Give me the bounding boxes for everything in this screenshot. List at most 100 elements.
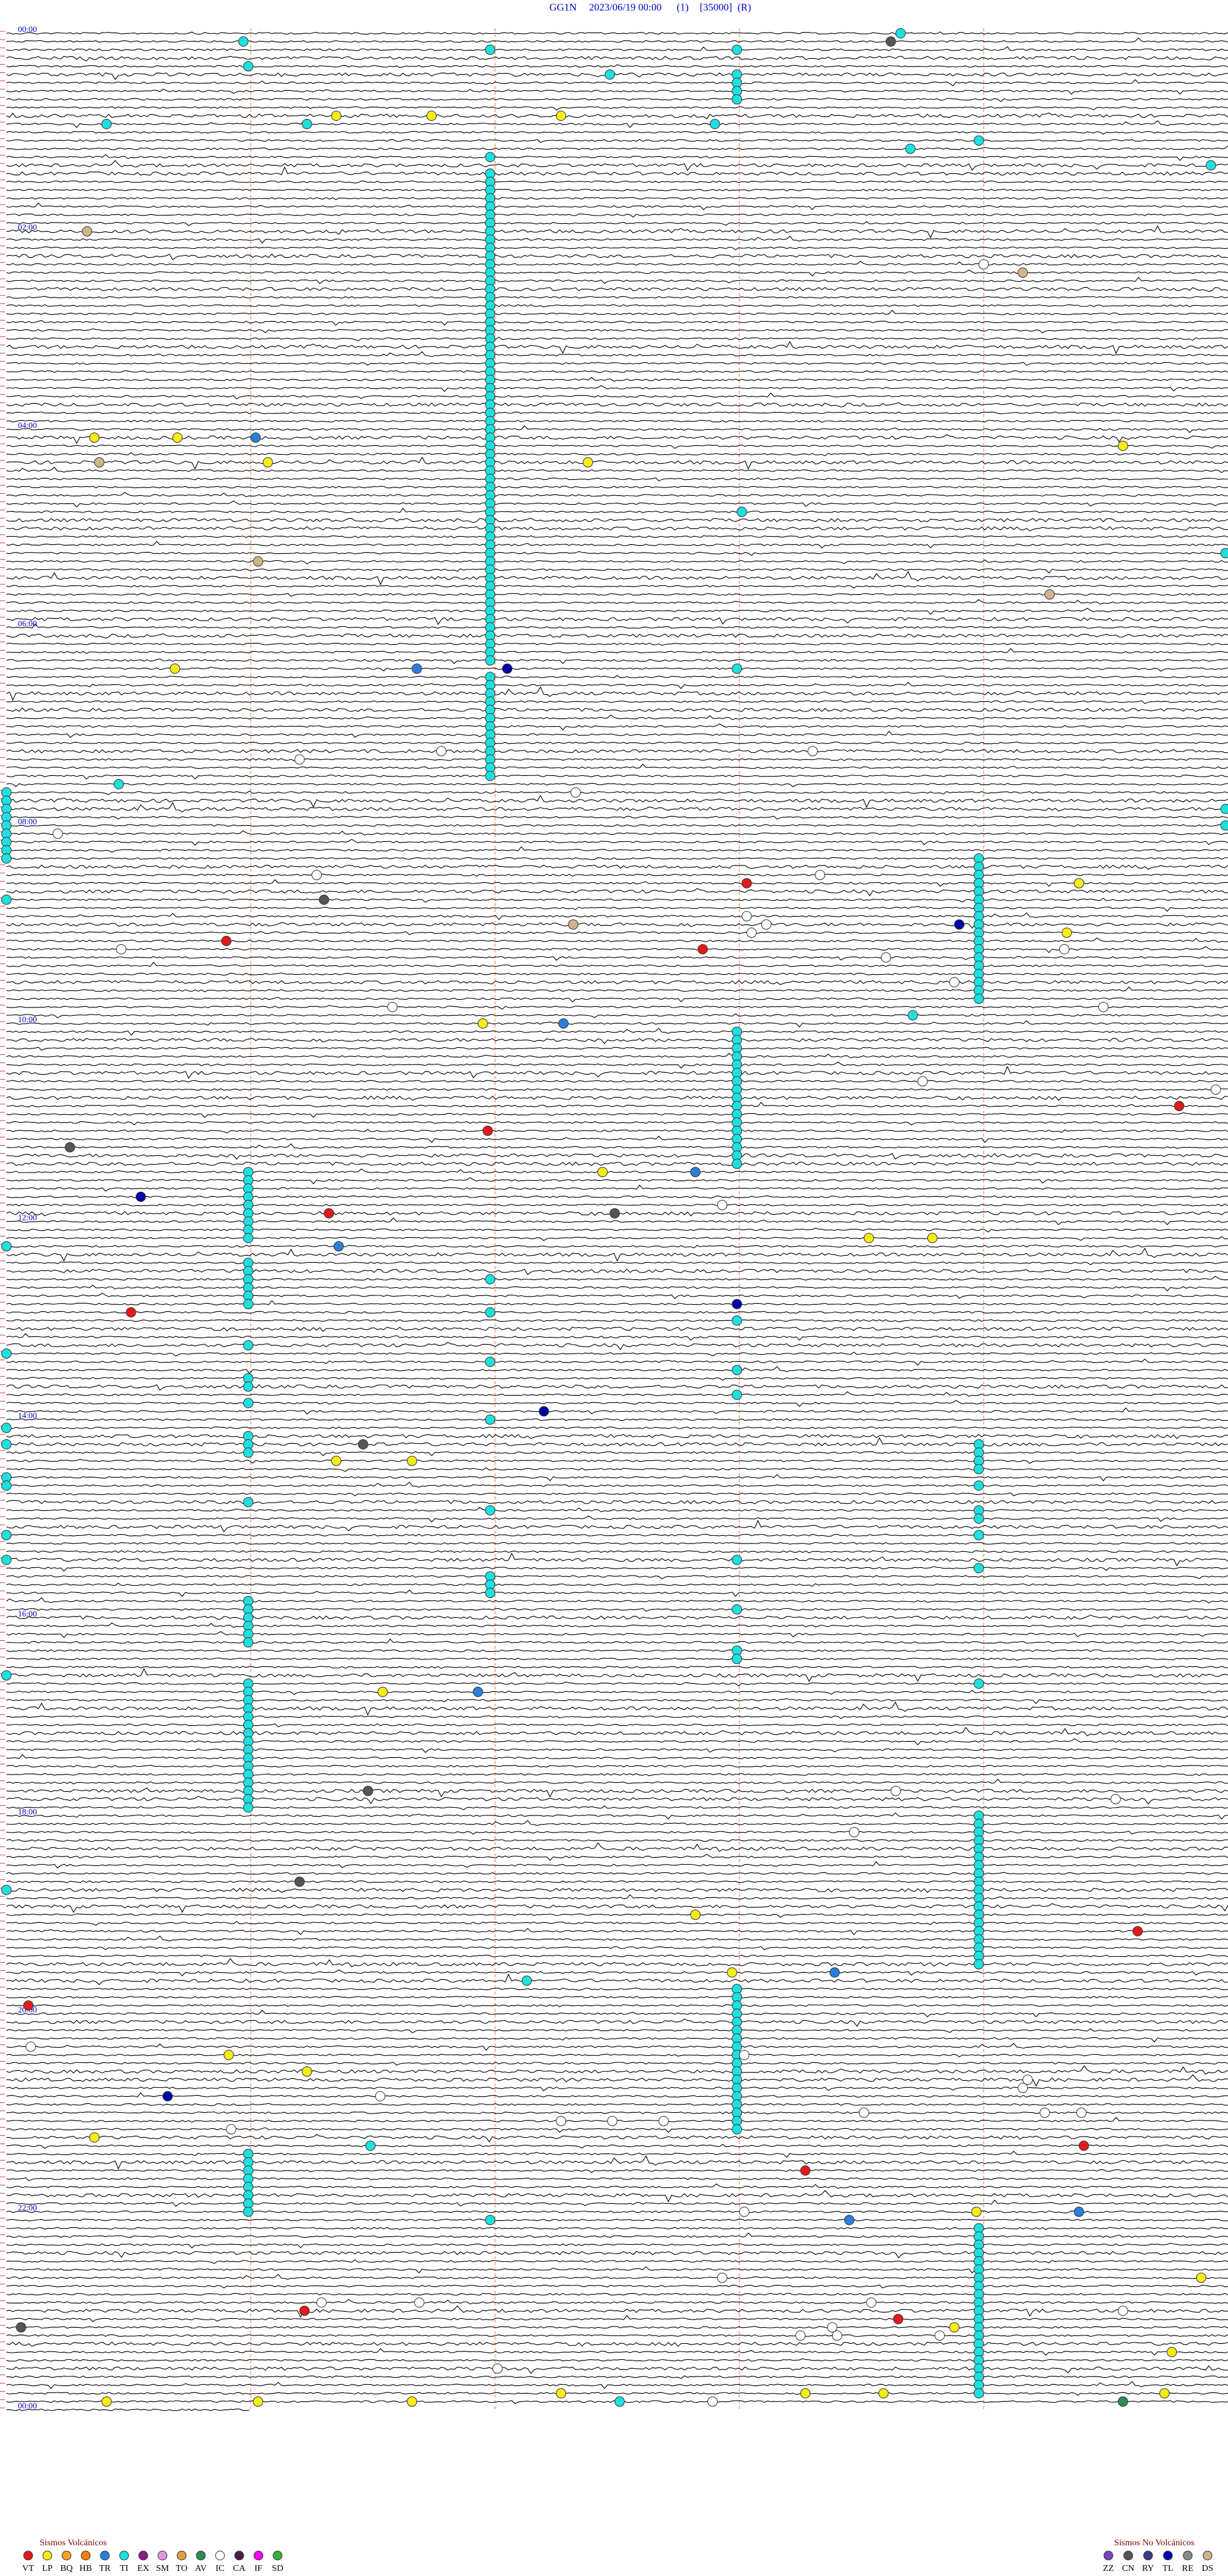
legend-title: Sismos Volcánicos	[40, 2538, 107, 2548]
event	[866, 2297, 877, 2308]
legend-swatch	[272, 2550, 283, 2561]
event	[973, 1529, 984, 1540]
event	[243, 1497, 254, 1508]
trace	[6, 1954, 1228, 1957]
event	[1073, 878, 1084, 889]
legend-label: AV	[195, 2564, 207, 2573]
trace	[6, 2028, 1228, 2034]
event	[223, 2050, 234, 2060]
trace	[6, 88, 1228, 95]
trace	[6, 2273, 1228, 2280]
trace	[6, 731, 1228, 738]
event	[610, 1208, 620, 1219]
legend-swatch	[138, 2550, 148, 2561]
trace	[6, 2053, 1228, 2058]
legend-swatch	[215, 2550, 225, 2561]
event	[333, 1241, 344, 1252]
legend-label: HB	[79, 2564, 91, 2573]
trace	[6, 1366, 1228, 1375]
trace	[6, 1005, 1228, 1010]
event	[1, 894, 12, 905]
trace	[6, 120, 1228, 129]
trace	[6, 1921, 1228, 1926]
event	[485, 1356, 496, 1367]
hour-label: 00:00	[18, 24, 37, 34]
trace	[6, 1203, 1228, 1206]
trace	[6, 225, 1228, 239]
trace	[6, 1437, 1228, 1447]
event	[732, 1315, 743, 1326]
trace	[6, 1102, 1228, 1107]
trace	[6, 2348, 1228, 2356]
trace	[6, 1715, 1228, 1719]
trace	[6, 500, 1228, 508]
trace	[6, 2358, 1228, 2364]
trace	[6, 1020, 1228, 1028]
trace	[6, 2151, 1228, 2158]
legend-label: IC	[216, 2564, 224, 2573]
event	[407, 2396, 418, 2407]
trace	[6, 2259, 1228, 2264]
event	[414, 2297, 425, 2308]
event	[973, 1563, 984, 1574]
trace	[6, 888, 1228, 897]
trace	[6, 1128, 1228, 1134]
event	[732, 1158, 743, 1169]
trace	[6, 2218, 1228, 2222]
trace	[6, 922, 1228, 929]
trace	[6, 287, 1228, 292]
trace	[6, 715, 1228, 720]
trace	[6, 686, 1228, 701]
event	[311, 869, 322, 880]
trace	[6, 1332, 1228, 1341]
event	[375, 2091, 386, 2101]
trace	[6, 1261, 1228, 1265]
trace	[6, 1553, 1228, 1567]
event	[1, 1480, 12, 1491]
event	[316, 2297, 327, 2308]
trace	[6, 518, 1228, 523]
trace	[6, 592, 1228, 597]
event	[324, 1208, 335, 1219]
trace	[6, 276, 1228, 285]
trace	[6, 1038, 1228, 1045]
legend-label: EX	[138, 2564, 150, 2573]
event	[815, 869, 826, 880]
event	[971, 2206, 982, 2217]
event	[717, 1199, 728, 1210]
trace	[6, 341, 1228, 354]
trace	[6, 658, 1228, 665]
trace	[6, 1666, 1228, 1669]
event	[485, 655, 496, 666]
trace	[6, 1391, 1228, 1397]
trace	[6, 1244, 1228, 1249]
event	[709, 118, 720, 129]
trace	[6, 1778, 1228, 1785]
trace	[6, 1284, 1228, 1292]
event	[331, 111, 342, 121]
legend-swatch	[81, 2550, 91, 2561]
trace	[6, 1168, 1228, 1174]
event	[1, 1241, 12, 1252]
scale: [35000]	[700, 3, 732, 13]
trace	[6, 425, 1228, 433]
event	[94, 457, 105, 468]
trace	[6, 1946, 1228, 1950]
event	[831, 2330, 842, 2341]
trace	[6, 1996, 1228, 1999]
event	[795, 2330, 806, 2341]
trace	[6, 2183, 1228, 2189]
trace	[6, 551, 1228, 557]
event	[746, 928, 757, 938]
event	[411, 663, 422, 674]
trace	[6, 1753, 1228, 1760]
trace	[6, 445, 1228, 449]
trace	[6, 2062, 1228, 2066]
legend-label: TL	[1162, 2564, 1173, 2573]
trace	[6, 392, 1228, 400]
trace	[6, 1727, 1228, 1737]
event	[954, 919, 964, 930]
event	[485, 1307, 496, 1318]
trace	[6, 384, 1228, 392]
trace	[6, 617, 1228, 626]
